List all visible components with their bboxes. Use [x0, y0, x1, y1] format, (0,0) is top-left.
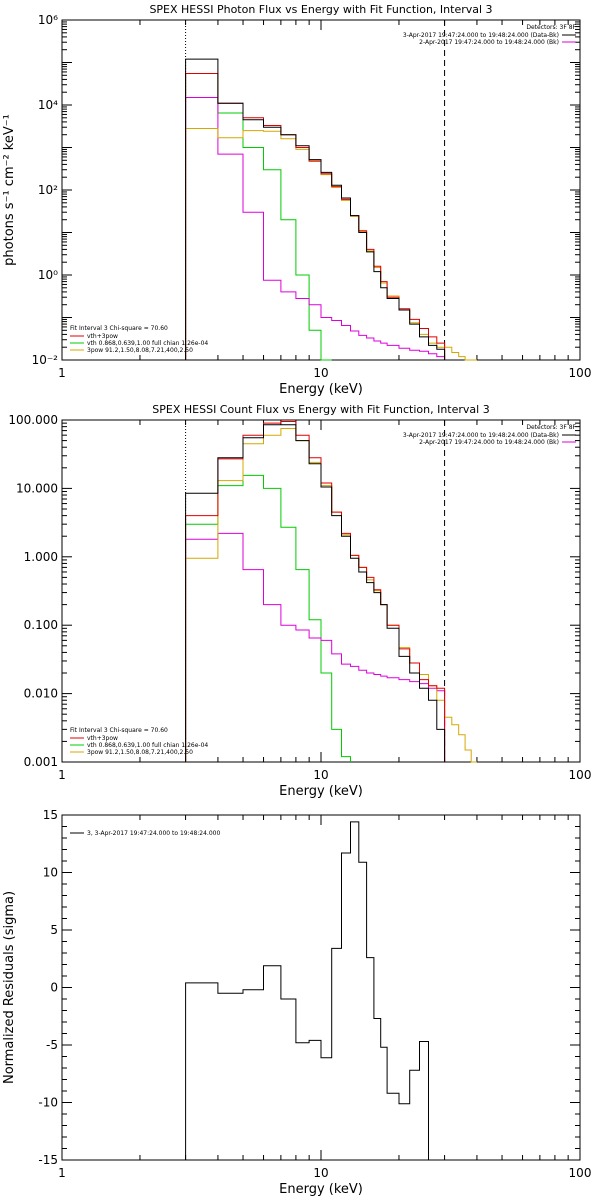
- legend-right-entry: 3-Apr-2017 19:47:24.000 to 19:48:24.000 …: [403, 432, 559, 439]
- y-tick-label: -15: [38, 1153, 58, 1167]
- legend-right-entry: 3-Apr-2017 19:47:24.000 to 19:48:24.000 …: [403, 32, 559, 39]
- y-tick-label: 100.000: [8, 413, 58, 427]
- series-line-bpow: [185, 532, 446, 762]
- y-tick-label: 0.010: [24, 687, 58, 701]
- series-line-total: [185, 421, 446, 762]
- y-tick-label: 0: [50, 981, 58, 995]
- legend-left-entry: vth 0.868,0.639,1.00 full chian 1.26e-04: [87, 340, 208, 347]
- x-tick-label: 10: [313, 366, 328, 380]
- x-tick-label: 1: [58, 1166, 66, 1180]
- series-line-total: [185, 73, 446, 360]
- y-axis-label: Normalized Residuals (sigma): [2, 891, 17, 1084]
- y-tick-label: 10⁴: [38, 98, 58, 112]
- plot-frame: [61, 814, 581, 1161]
- y-tick-label: 10²: [38, 183, 58, 197]
- chart-panel-3: 1 10 100 -15 -10 -5 0 5 10 15 Energy (keV) Normaliz…: [2, 808, 591, 1197]
- series-line-data: [185, 424, 446, 762]
- legend-left-entry: 3pow 91.2,1.50,8.08,7.21,400,2.50: [87, 749, 193, 756]
- x-tick-label: 1: [58, 366, 66, 380]
- chart-title: SPEX HESSI Count Flux vs Energy with Fit…: [152, 403, 489, 416]
- y-tick-label: 10⁶: [38, 13, 58, 27]
- chart-panel-1: SPEX HESSI Photon Flux vs Energy with Fi…: [2, 3, 591, 397]
- x-tick-label: 100: [569, 768, 592, 782]
- legend-left-entry: vth+3pow: [87, 735, 118, 742]
- y-axis-label: photons s⁻¹ cm⁻² keV⁻¹: [2, 114, 17, 266]
- y-tick-label: -10: [38, 1096, 58, 1110]
- chart-panel-2: SPEX HESSI Count Flux vs Energy with Fit…: [8, 403, 591, 799]
- x-axis-label: Energy (keV): [279, 784, 363, 799]
- y-tick-label: 0.001: [24, 755, 58, 769]
- series-line-vth: [185, 474, 351, 762]
- series-line-vth: [185, 73, 332, 361]
- y-tick-label: 10.000: [16, 481, 58, 495]
- x-axis-label: Energy (keV): [279, 1182, 363, 1197]
- series-line-third: [185, 128, 477, 361]
- chart-title: SPEX HESSI Photon Flux vs Energy with Fi…: [149, 3, 492, 16]
- y-tick-label: 10⁰: [38, 268, 58, 282]
- y-tick-label: 1.000: [24, 550, 58, 564]
- y-tick-label: -5: [46, 1038, 58, 1052]
- x-tick-label: 100: [569, 366, 592, 380]
- x-tick-label: 1: [58, 768, 66, 782]
- y-tick-label: 15: [43, 808, 58, 822]
- legend-right-entry: 2-Apr-2017 19:47:24.000 to 19:48:24.000 …: [419, 39, 559, 46]
- x-axis-label: Energy (keV): [279, 382, 363, 397]
- legend-left-entry: 3pow 91.2,1.50,8.08,7.21,400,2.50: [87, 347, 193, 354]
- legend-left-entry: vth 0.868,0.639,1.00 full chian 1.26e-04: [87, 742, 208, 749]
- y-tick-label: 10: [43, 866, 58, 880]
- series-line-data: [185, 821, 429, 1160]
- y-tick-label: 10⁻²: [32, 353, 59, 367]
- legend-right-header: Detectors: 3F 8F: [526, 24, 576, 31]
- x-tick-label: 10: [313, 768, 328, 782]
- x-tick-label: 100: [569, 1166, 592, 1180]
- legend-right-header: Detectors: 3F 8F: [526, 424, 576, 431]
- y-tick-label: 0.100: [24, 618, 58, 632]
- legend-right-entry: 2-Apr-2017 19:47:24.000 to 19:48:24.000 …: [419, 439, 559, 446]
- x-tick-label: 10: [313, 1166, 328, 1180]
- series-line-data: [185, 58, 446, 360]
- legend-left-header: Fit Interval 3 Chi-square = 70.60: [70, 727, 168, 734]
- legend-left-header: Fit Interval 3 Chi-square = 70.60: [70, 325, 168, 332]
- legend-left-entry: 3, 3-Apr-2017 19:47:24.000 to 19:48:24.0…: [87, 830, 220, 837]
- legend-left-entry: vth+3pow: [87, 333, 118, 340]
- y-tick-label: 5: [50, 923, 58, 937]
- series-line-bpow: [185, 97, 446, 360]
